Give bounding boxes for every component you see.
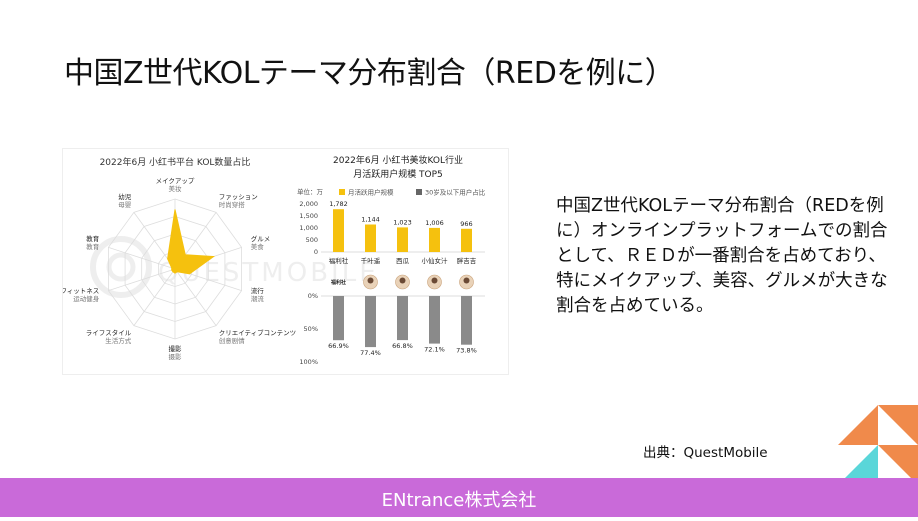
description-text: 中国Z世代KOLテーマ分布割合（REDを例に）オンラインプラットフォームでの割合… [556,196,888,316]
bar-mau-label: 1,023 [393,218,412,226]
watermark: QUESTMOBILE [90,236,376,298]
bar-young-label: 77.4% [360,349,381,357]
source-citation: 出典：QuestMobile [643,445,768,461]
radar-axis-label-cn: 美食 [251,242,265,251]
deco-triangle-1 [878,405,918,445]
slide-title: 中国Z世代KOLテーマ分布割合（REDを例に） [64,56,675,91]
bar-young-share [365,296,376,348]
legend-mau: 月活跃用户规模 [348,188,394,197]
radar-axis-label-cn: 母婴 [118,201,132,209]
y-tick-bottom: 50% [304,325,318,333]
y-tick-top: 2,000 [299,200,318,208]
footer-bar: ENtrance株式会社 [0,478,918,517]
avatar-face [367,277,374,284]
bar-young-label: 72.1% [424,346,445,354]
radar-spoke [174,268,217,326]
chart-image: QUESTMOBILE 2022年6月 小红书平台 KOL数量占比 メイクアップ… [62,148,509,375]
radar-axis-label-jp: 教育 [86,234,100,243]
radar-axis-label-cn: 摄影 [169,352,183,361]
category-labels: 福利社 千叶遥 西瓜 小仙女汁 胖吉吉 [329,256,477,265]
bar-mau-label: 1,144 [361,216,380,224]
y-tick-top: 500 [306,236,318,244]
bar-mau [397,227,408,252]
legend-young: 30岁及以下用户占比 [425,188,486,197]
bar-chart: 2022年6月 小红书美妆KOL行业 月活跃用户规模 TOP5 单位：万 月活跃… [297,154,486,366]
avatar-brand-text: 福利社 [330,279,346,286]
radar-axis-label-jp: 流行 [251,286,265,295]
bar-young-share [461,296,472,345]
deco-triangle-2 [838,405,878,445]
radar-area [167,209,216,275]
bar-young-share [429,296,440,344]
radar-labels: メイクアップ美妆ファッション时尚穿搭グルメ美食流行潮流クリエイティブコンテンツ创… [63,177,296,361]
avatar-face [399,277,406,284]
y-tick-bottom: 0% [308,292,318,300]
radar-axis-label-jp: クリエイティブコンテンツ [219,328,296,337]
bar-young-label: 66.9% [328,342,349,350]
radar-axis-label-jp: グルメ [251,234,271,243]
radar-axis-label-jp: 幼児 [118,192,132,201]
radar-axis-label-cn: 生活方式 [105,336,132,345]
legend-swatch-mau [339,189,345,195]
radar-axis-label-jp: ファッション [219,193,258,201]
bar-subtitle: 月活跃用户规模 TOP5 [353,168,443,180]
bar-young-label: 66.8% [392,342,413,350]
category-label: 千叶遥 [361,256,381,265]
radar-spoke [108,268,176,291]
radar-spoke [133,268,176,326]
bar-mau [429,227,440,252]
avatars: 福利社 [330,274,474,290]
deco-triangle-3 [878,445,918,485]
footer-company: ENtrance株式会社 [381,490,537,511]
category-label: 胖吉吉 [457,256,477,265]
bar-young-label: 73.8% [456,347,477,355]
radar-title: 2022年6月 小红书平台 KOL数量占比 [100,156,251,168]
bar-title: 2022年6月 小红书美妆KOL行业 [333,154,463,166]
bar-mau-label: 1,006 [425,219,444,227]
category-label: 小仙女汁 [422,256,449,265]
radar-axis-label-jp: メイクアップ [156,177,195,185]
bar-mau [461,228,472,252]
avatar-face [463,277,470,284]
unit-label: 单位：万 [297,187,324,196]
bar-young-share [397,296,408,341]
radar-axis-label-cn: 运动健身 [73,294,100,303]
bars-mau: 1,782 1,144 1,023 1,006 966 [329,200,473,252]
radar-axis-label-cn: 教育 [86,242,100,251]
y-tick-top: 1,500 [299,212,318,220]
bar-mau [365,224,376,252]
bar-mau [333,209,344,252]
radar-chart: 2022年6月 小红书平台 KOL数量占比 メイクアップ美妆ファッション时尚穿搭… [63,156,296,361]
y-tick-top: 1,000 [299,224,318,232]
bars-young-share: 66.9% 77.4% 66.8% 72.1% 73.8% [328,296,477,357]
radar-axis-label-jp: 撮影 [169,344,183,353]
avatar-face [431,277,438,284]
bar-young-share [333,296,344,341]
y-tick-top: 0 [314,248,318,256]
legend-swatch-young [416,189,422,195]
radar-axis-label-jp: フィットネス [63,287,99,295]
bar-mau-label: 966 [460,220,472,228]
radar-axis-label-jp: ライフスタイル [86,328,132,337]
deco-triangle-4 [838,445,878,485]
radar-axis-label-cn: 美妆 [169,184,183,193]
bar-mau-label: 1,782 [329,200,348,208]
y-tick-bottom: 100% [299,358,318,366]
radar-axis-label-cn: 时尚穿搭 [219,200,246,209]
radar-spoke [108,247,176,270]
category-label: 福利社 [329,256,349,265]
chart-figure: QUESTMOBILE 2022年6月 小红书平台 KOL数量占比 メイクアップ… [63,154,486,366]
radar-axis-label-cn: 创意剧情 [219,336,246,345]
category-label: 西瓜 [396,257,410,265]
radar-axis-label-cn: 潮流 [251,294,265,303]
